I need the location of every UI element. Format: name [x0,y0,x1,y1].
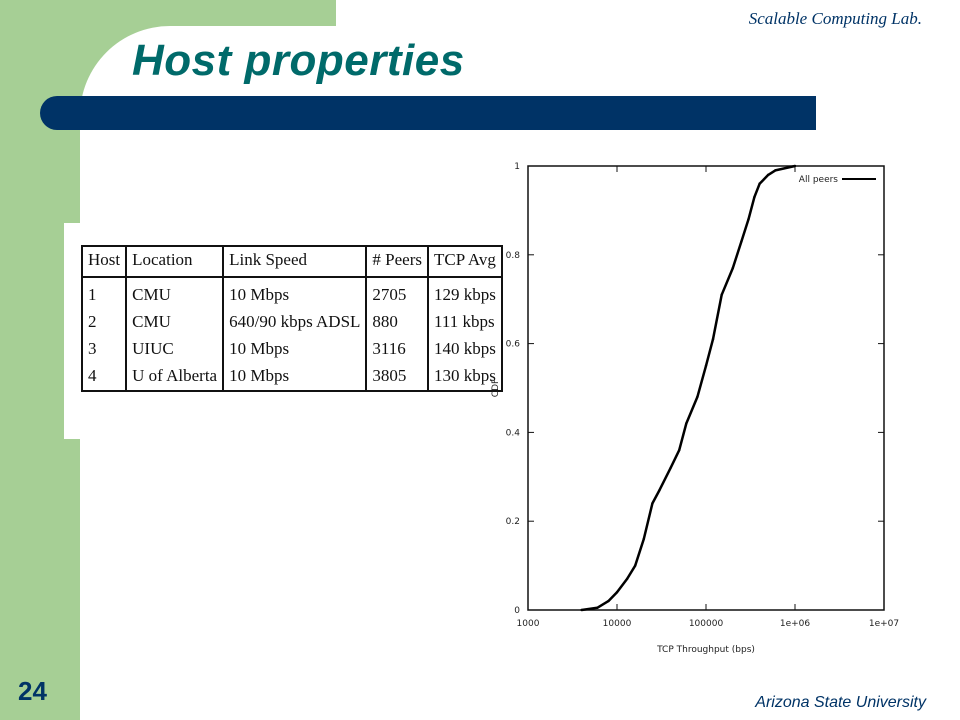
series-line [581,164,796,612]
y-tick-label: 0.6 [506,340,521,350]
x-tick-label: 1e+06 [780,619,811,629]
data-point [625,577,629,581]
table-cell: CMU [125,309,224,336]
data-point [607,599,610,603]
table-cell: 3 [80,336,127,363]
data-point [758,182,761,185]
legend: All peers [799,175,876,185]
table-row: 4 U of Alberta 10 Mbps 3805 130 kbps [80,363,503,391]
table-cell: U of Alberta [125,363,224,391]
table-cell: 10 Mbps [222,363,367,391]
table-row: 2 CMU 640/90 kbps ADSL 880 111 kbps [80,309,503,336]
table-cell: CMU [125,277,224,309]
x-tick-label: 10000 [603,619,632,629]
y-axis-ticks: 0 0.2 0.4 0.6 0.8 1 [506,162,884,616]
y-tick-label: 0.8 [506,251,521,261]
plot-frame [527,165,885,611]
host-table-panel: Host Location Link Speed # Peers TCP Avg… [64,223,503,439]
data-point [774,169,777,172]
data-point [580,608,583,612]
data-point [651,502,654,505]
column-header-link-speed: Link Speed [222,246,367,278]
data-point [678,448,681,452]
table-cell: 10 Mbps [222,277,367,309]
table-cell: 3805 [365,363,428,391]
data-point [633,564,637,567]
data-point [704,364,708,367]
page-number: 24 [18,676,47,706]
x-axis-label: TCP Throughput (bps) [656,645,755,655]
table-cell: 111 kbps [426,309,503,336]
data-point [747,218,750,221]
table-cell: 880 [365,309,428,336]
table-cell: 129 kbps [426,277,503,309]
column-header-location: Location [125,246,224,278]
table-header-row: Host Location Link Speed # Peers TCP Avg [80,246,503,278]
data-point [658,488,661,492]
throughput-cdf-chart: 1000 10000 100000 1e+06 1e+07 00.20.40.60.81… [491,162,899,655]
data-point [740,240,743,243]
data-point [696,395,699,399]
table-row: 1 CMU 10 Mbps 2705 129 kbps [80,277,503,309]
data-point [767,173,770,177]
x-tick-label: 1e+07 [869,619,899,629]
data-point [615,591,619,594]
data-point [731,266,734,270]
data-point [793,164,797,168]
table-cell: UIUC [125,336,224,363]
slide-title: Host properties [132,36,465,85]
y-axis-label: CDF [491,379,501,397]
y-tick-label: 0.4 [506,428,521,438]
table-cell: 3116 [365,336,428,363]
legend-label: All peers [799,175,839,185]
table-cell: 2705 [365,277,428,309]
data-point [753,195,756,199]
lab-name: Scalable Computing Lab. [748,9,922,28]
data-point [669,466,672,470]
x-tick-label: 1000 [517,619,540,629]
data-point [596,606,599,609]
title-underline-bar [40,96,816,130]
university-name: Arizona State University [755,694,926,711]
table-cell: 2 [80,309,127,336]
data-point [720,293,723,296]
x-axis-ticks: 1000 10000 100000 1e+06 1e+07 [517,166,899,629]
x-tick-label: 100000 [689,619,724,629]
column-header-host: Host [80,246,127,278]
y-tick-label: 0.2 [506,517,520,527]
y-tick-label: 1 [514,162,520,172]
table-cell: 10 Mbps [222,336,367,363]
data-point [711,337,715,341]
series-layer [580,164,797,612]
host-table: Host Location Link Speed # Peers TCP Avg… [80,245,503,392]
table-cell: 640/90 kbps ADSL [222,309,367,336]
data-point [642,537,645,541]
table-cell: 4 [80,363,127,391]
data-point [685,422,688,425]
column-header-tcp-avg: TCP Avg [426,246,503,278]
table-row: 3 UIUC 10 Mbps 3116 140 kbps [80,336,503,363]
column-header-peers: # Peers [365,246,428,278]
table-cell: 140 kbps [426,336,503,363]
y-tick-label: 0 [514,606,520,616]
table-cell: 1 [80,277,127,309]
table-cell: 130 kbps [426,363,503,391]
